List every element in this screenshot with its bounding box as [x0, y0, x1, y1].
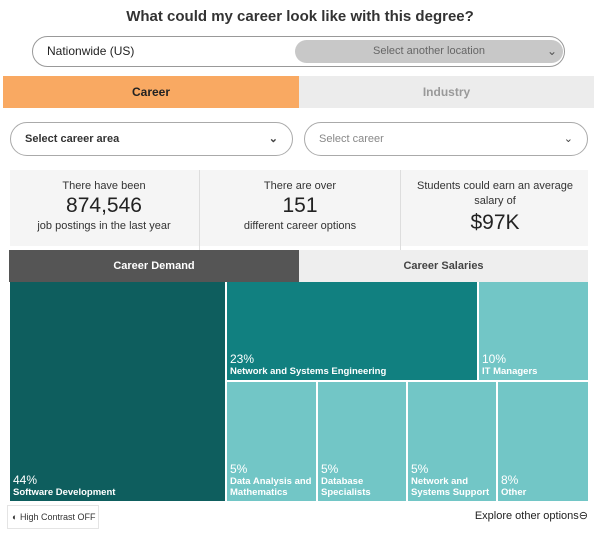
stat-post: different career options — [243, 220, 357, 232]
tab-career-salaries[interactable]: Career Salaries — [299, 250, 588, 282]
treemap-cell[interactable]: 10% IT Managers — [479, 282, 588, 380]
cell-percent: 23% — [230, 352, 255, 366]
select-location-dropdown[interactable]: Select another location ⌄ — [295, 40, 563, 63]
cell-percent: 5% — [321, 462, 339, 476]
career-dropdown[interactable]: Select career ⌄ — [304, 122, 588, 156]
page-title: What could my career look like with this… — [126, 8, 474, 25]
high-contrast-toggle[interactable]: ◐ High Contrast OFF — [7, 505, 99, 529]
arrow-circle-icon: ⊖ — [578, 510, 588, 522]
treemap-cell[interactable]: 8% Other — [498, 382, 588, 501]
chevron-down-icon: ⌄ — [563, 133, 573, 145]
treemap-cell[interactable]: 5% Database Specialists — [318, 382, 406, 501]
stat-postings: There have been 874,546 job postings in … — [10, 170, 198, 256]
cell-label: Database Specialists — [321, 476, 371, 498]
stat-salary: Students could earn an average salary of… — [402, 170, 588, 255]
location-selector[interactable]: Nationwide (US) Select another location ⌄ — [32, 36, 565, 67]
treemap-cell[interactable]: 44% Software Development — [10, 282, 225, 501]
treemap-cell[interactable]: 5% Data Analysis and Mathematics — [227, 382, 316, 501]
cell-label: Data Analysis and Mathematics — [230, 476, 312, 498]
tab-career[interactable]: Career — [3, 76, 299, 108]
career-label: Select career — [319, 133, 384, 145]
cell-label: Network and Systems Support — [411, 476, 490, 498]
treemap-cell[interactable]: 23% Network and Systems Engineering — [227, 282, 477, 380]
stat-post: job postings in the last year — [37, 220, 171, 232]
stat-value: $97K — [470, 211, 520, 234]
explore-link[interactable]: Explore other options⊖ — [475, 509, 588, 522]
treemap-cell[interactable]: 5% Network and Systems Support — [408, 382, 496, 501]
stat-value: 874,546 — [66, 194, 142, 217]
chevron-down-icon: ⌄ — [268, 133, 278, 145]
tab-industry[interactable]: Industry — [299, 76, 594, 108]
cell-percent: 44% — [13, 473, 38, 487]
cell-label: IT Managers — [482, 366, 538, 377]
stats-panel: There have been 874,546 job postings in … — [10, 170, 588, 256]
contrast-label: High Contrast OFF — [19, 512, 96, 522]
cell-percent: 8% — [501, 473, 519, 487]
cell-percent: 10% — [482, 352, 507, 366]
cell-label: Other — [501, 487, 527, 498]
stat-pre: Students could earn an average salary of — [417, 180, 573, 207]
stat-pre: There are over — [263, 180, 337, 192]
location-value: Nationwide (US) — [47, 44, 135, 58]
explore-label: Explore other options — [474, 510, 579, 522]
cell-percent: 5% — [230, 462, 248, 476]
cell-label: Network and Systems Engineering — [230, 366, 387, 377]
tab-career-demand[interactable]: Career Demand — [9, 250, 299, 282]
stat-options: There are over 151 different career opti… — [199, 170, 401, 256]
select-location-label: Select another location — [373, 45, 485, 57]
stat-pre: There have been — [62, 180, 146, 192]
stat-value: 151 — [282, 194, 318, 217]
cell-percent: 5% — [411, 462, 429, 476]
career-area-label: Select career area — [25, 133, 120, 145]
contrast-icon: ◐ — [12, 512, 18, 522]
cell-label: Software Development — [13, 487, 116, 498]
career-area-dropdown[interactable]: Select career area ⌄ — [10, 122, 293, 156]
chevron-down-icon: ⌄ — [546, 44, 557, 58]
